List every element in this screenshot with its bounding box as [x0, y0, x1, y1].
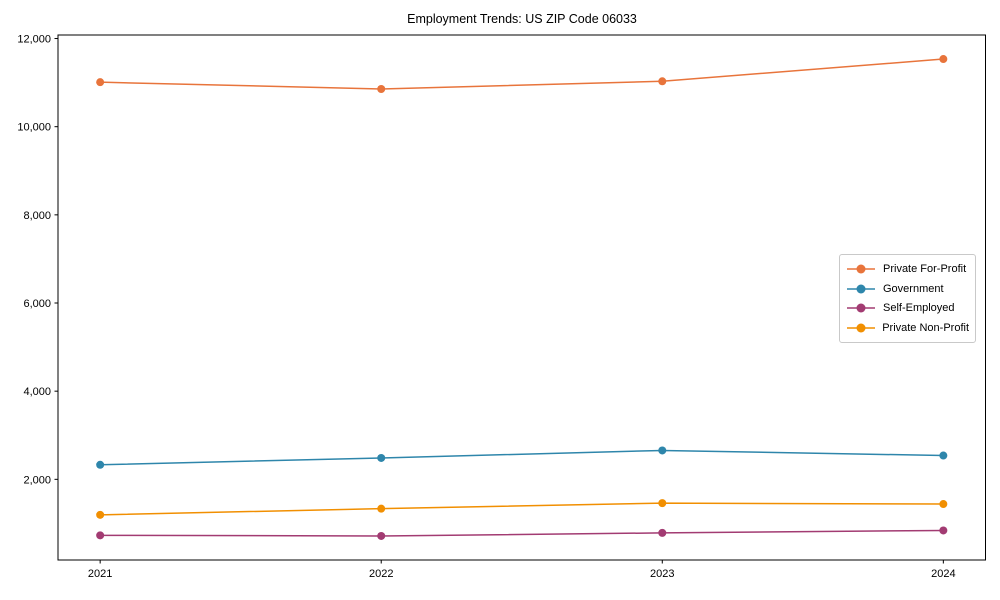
series-marker-private-non-profit [377, 504, 386, 513]
y-tick-label: 4,000 [23, 386, 51, 398]
y-tick-label: 6,000 [23, 298, 51, 310]
y-tick-label: 10,000 [17, 122, 51, 134]
legend-marker-icon [847, 323, 875, 333]
chart-title: Employment Trends: US ZIP Code 06033 [407, 12, 637, 26]
series-marker-government [658, 446, 667, 455]
legend: Private For-Profit Government Self-Employe… [839, 254, 976, 343]
series-line-private-non-profit [99, 502, 945, 516]
series-line-self-employed [99, 529, 945, 537]
x-tick-label: 2022 [369, 568, 393, 580]
series-marker-private-for-profit [377, 84, 386, 93]
y-tick-label: 12,000 [17, 34, 51, 46]
y-tick-label: 2,000 [23, 474, 51, 486]
legend-label: Private Non-Profit [882, 322, 969, 335]
series-line-private-for-profit [99, 58, 945, 90]
legend-item-self-employed: Self-Employed [846, 299, 969, 319]
legend-label: Private For-Profit [883, 262, 967, 275]
series-marker-private-non-profit [939, 500, 948, 509]
series-marker-private-for-profit [96, 78, 105, 87]
legend-item-private-non-profit: Private Non-Profit [846, 318, 969, 338]
x-tick-label: 2023 [650, 568, 674, 580]
legend-item-private-for-profit: Private For-Profit [846, 259, 969, 279]
legend-marker-icon [847, 264, 875, 274]
series-marker-self-employed [96, 531, 105, 540]
series-marker-private-non-profit [96, 510, 105, 519]
legend-marker-icon [847, 284, 875, 294]
series-marker-self-employed [658, 528, 667, 537]
series-marker-private-for-profit [939, 55, 948, 64]
series-line-government [99, 449, 945, 466]
legend-label: Self-Employed [883, 302, 955, 315]
series-marker-self-employed [377, 531, 386, 540]
legend-item-government: Government [846, 279, 969, 299]
legend-label: Government [883, 282, 944, 295]
x-tick-label: 2021 [88, 568, 112, 580]
series-marker-private-non-profit [658, 499, 667, 508]
series-marker-government [377, 453, 386, 462]
series-marker-government [96, 460, 105, 469]
y-tick-label: 8,000 [23, 210, 51, 222]
series-marker-government [939, 451, 948, 460]
axes-frame [57, 34, 986, 561]
x-tick-label: 2024 [931, 568, 955, 580]
legend-marker-icon [847, 303, 875, 313]
series-marker-self-employed [939, 526, 948, 535]
series-marker-private-for-profit [658, 77, 667, 86]
